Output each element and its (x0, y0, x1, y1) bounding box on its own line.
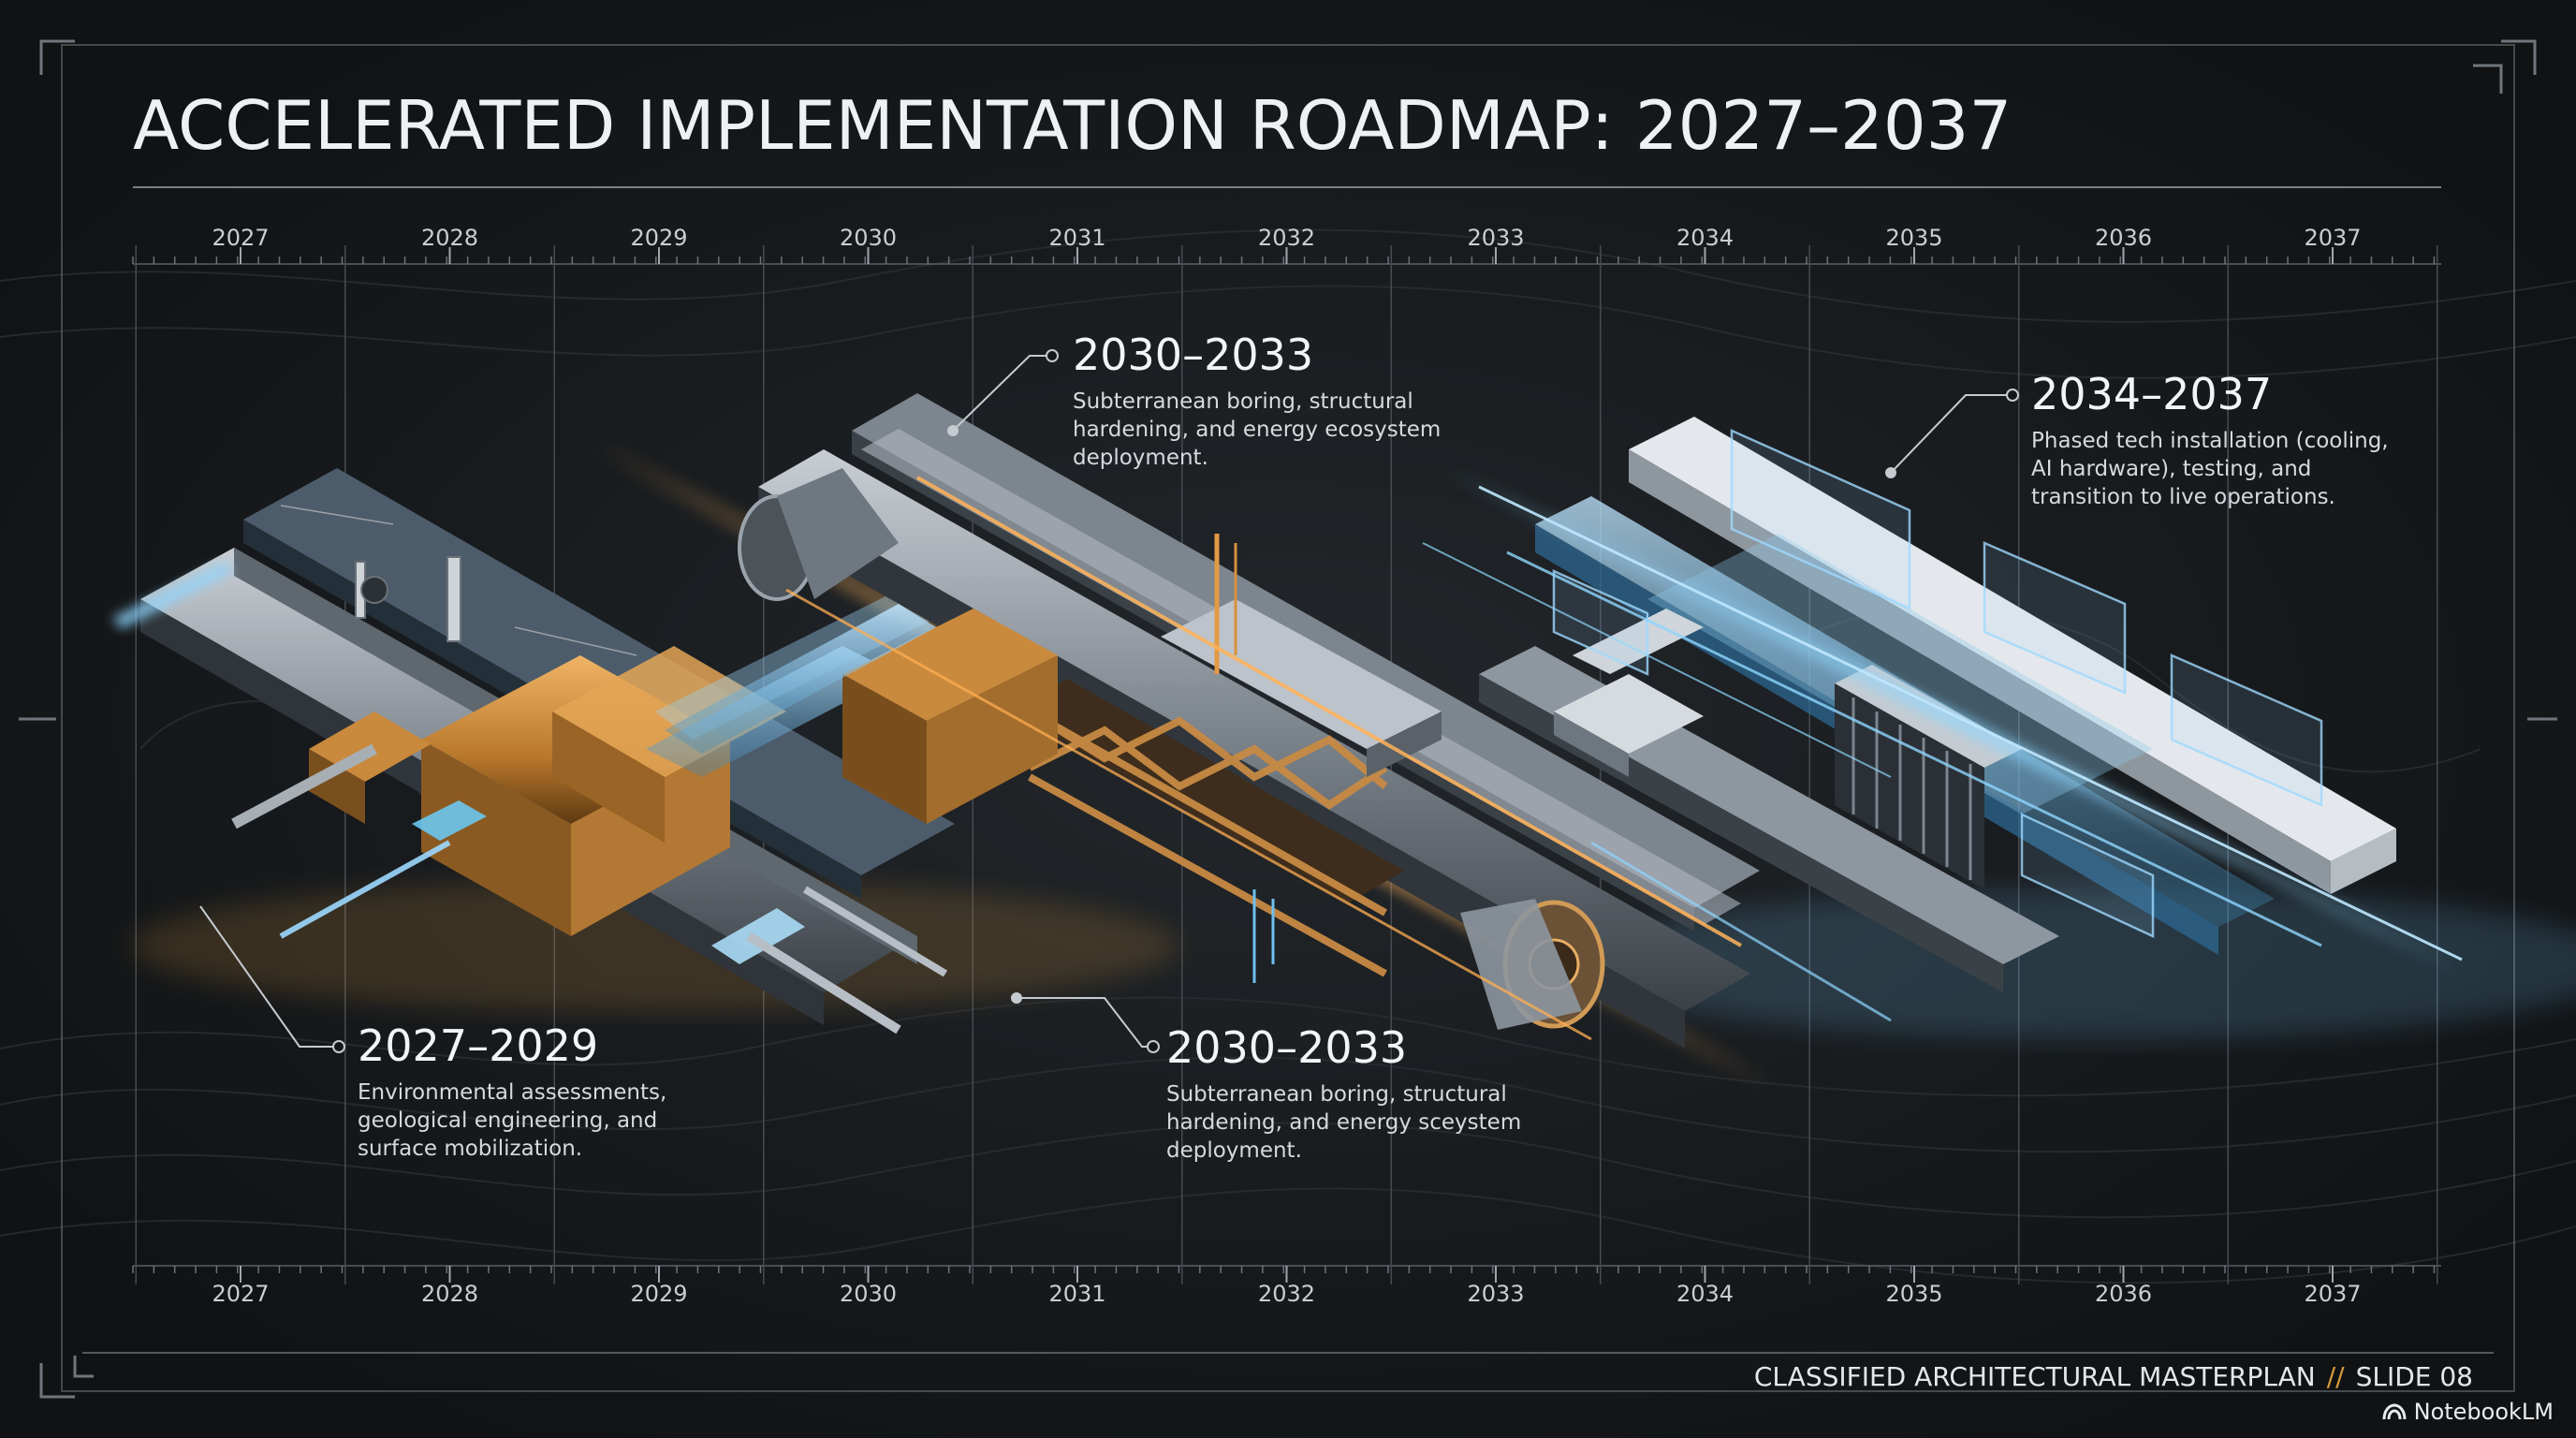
server-racks (1554, 609, 2022, 889)
slide-frame (19, 39, 2557, 1399)
year-label-bottom: 2028 (421, 1281, 478, 1307)
phase-range: 2034–2037 (2031, 369, 2273, 419)
year-label-bottom: 2037 (2304, 1281, 2361, 1307)
phase-callout-2030-lower: 2030–2033 Subterranean boring, structura… (1166, 1026, 1522, 1165)
year-label-top: 2035 (1885, 225, 1942, 251)
footer-separator: // (2326, 1361, 2345, 1392)
phase-callout-2034: 2034–2037 Phased tech installation (cool… (2031, 373, 2406, 511)
year-label-bottom: 2035 (1885, 1281, 1942, 1307)
year-label-top: 2030 (840, 225, 897, 251)
phase-description: Environmental assessments, geological en… (358, 1080, 667, 1161)
infrastructure-illustration (112, 393, 2576, 1091)
brand-mark: NotebookLM (2382, 1399, 2554, 1425)
phase-callout-2027: 2027–2029 Environmental assessments, geo… (358, 1024, 732, 1163)
contour-pattern (0, 228, 2576, 1284)
year-label-bottom: 2036 (2095, 1281, 2152, 1307)
year-label-top: 2037 (2304, 225, 2361, 251)
year-label-top: 2033 (1467, 225, 1524, 251)
phase-description: Subterranean boring, structural hardenin… (1073, 389, 1442, 470)
phase-range: 2030–2033 (1166, 1022, 1408, 1073)
year-label-top: 2034 (1676, 225, 1734, 251)
notebooklm-logo-icon (2382, 1403, 2407, 1420)
callout-leaders (199, 349, 2019, 1053)
year-label-top: 2032 (1258, 225, 1315, 251)
slide-number: SLIDE 08 (2355, 1361, 2473, 1392)
phase-description: Phased tech installation (cooling, AI ha… (2031, 429, 2389, 509)
year-label-bottom: 2031 (1048, 1281, 1105, 1307)
brand-name: NotebookLM (2413, 1399, 2554, 1425)
phase-description: Subterranean boring, structural hardenin… (1166, 1082, 1522, 1163)
year-label-bottom: 2033 (1467, 1281, 1524, 1307)
footer-label: CLASSIFIED ARCHITECTURAL MASTERPLAN (1753, 1361, 2316, 1392)
phase-range: 2030–2033 (1073, 330, 1314, 380)
tech-installation-module (1422, 417, 2471, 1022)
year-label-top: 2028 (421, 225, 478, 251)
subterranean-boring-module (665, 393, 1760, 1049)
year-label-bottom: 2029 (630, 1281, 687, 1307)
year-label-top: 2027 (212, 225, 269, 251)
year-label-top: 2036 (2095, 225, 2152, 251)
year-label-top: 2031 (1048, 225, 1105, 251)
phase-callout-2030-upper: 2030–2033 Subterranean boring, structura… (1073, 333, 1447, 472)
holographic-panels (1552, 429, 2323, 938)
year-label-bottom: 2032 (1258, 1281, 1315, 1307)
footer-caption: CLASSIFIED ARCHITECTURAL MASTERPLAN // SLI… (1754, 1361, 2473, 1392)
year-label-bottom: 2034 (1676, 1281, 1734, 1307)
blue-light-streaks (1422, 468, 2471, 1022)
year-label-bottom: 2030 (840, 1281, 897, 1307)
year-label-bottom: 2027 (212, 1281, 269, 1307)
year-label-top: 2029 (630, 225, 687, 251)
phase-range: 2027–2029 (358, 1020, 599, 1071)
page-title: ACCELERATED IMPLEMENTATION ROADMAP: 2027… (133, 86, 2012, 165)
